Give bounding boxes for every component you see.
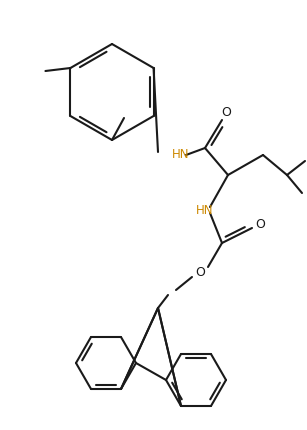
- Text: HN: HN: [196, 203, 213, 216]
- Text: O: O: [221, 105, 231, 119]
- Text: O: O: [195, 265, 205, 279]
- Text: HN: HN: [172, 148, 189, 162]
- Text: O: O: [255, 218, 265, 230]
